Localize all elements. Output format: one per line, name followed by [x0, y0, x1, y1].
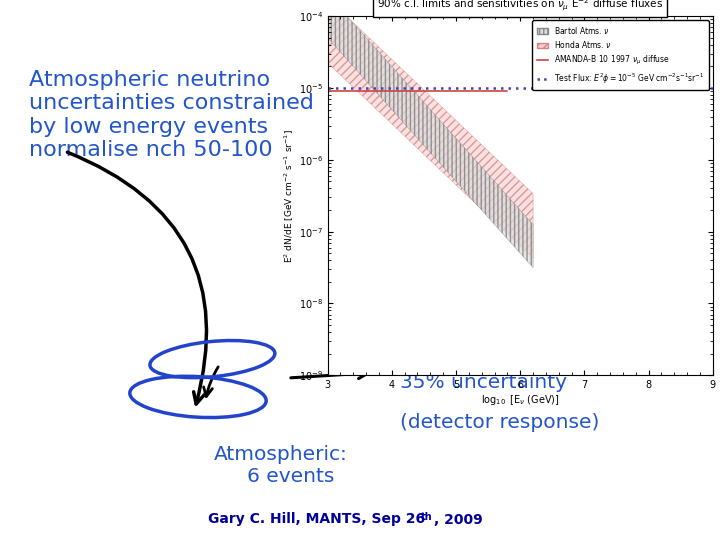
Text: , 2009: , 2009: [434, 512, 483, 526]
X-axis label: $\log_{10}$ [E$_\nu$ (GeV)]: $\log_{10}$ [E$_\nu$ (GeV)]: [481, 393, 559, 407]
Text: 66 events: 66 events: [400, 332, 500, 351]
Legend: Bartol Atms. $\nu$, Honda Atms. $\nu$, AMANDA-B 10 1997 $\nu_\mu$ diffuse, Test : Bartol Atms. $\nu$, Honda Atms. $\nu$, A…: [532, 20, 709, 90]
Title: 90% c.l. limits and sensitivities on $\nu_\mu$ E$^{-2}$ diffuse fluxes: 90% c.l. limits and sensitivities on $\n…: [377, 0, 663, 12]
Text: 35% uncertainty: 35% uncertainty: [400, 373, 567, 392]
Y-axis label: E$^2$ dN/dE [GeV cm$^{-2}$ s$^{-1}$ sr$^{-1}$]: E$^2$ dN/dE [GeV cm$^{-2}$ s$^{-1}$ sr$^…: [283, 129, 296, 262]
Text: test flux:: test flux:: [446, 292, 542, 310]
Text: Atmospheric neutrino
uncertainties constrained
by low energy events
normalise nc: Atmospheric neutrino uncertainties const…: [29, 70, 314, 160]
Text: -6: -6: [427, 282, 441, 297]
Text: th: th: [421, 512, 433, 522]
Text: 10: 10: [400, 292, 426, 310]
Text: (detector response): (detector response): [400, 413, 599, 432]
Text: Gary C. Hill, MANTS, Sep 26: Gary C. Hill, MANTS, Sep 26: [208, 512, 426, 526]
Text: Atmospheric:
   6 events: Atmospheric: 6 events: [214, 446, 348, 487]
